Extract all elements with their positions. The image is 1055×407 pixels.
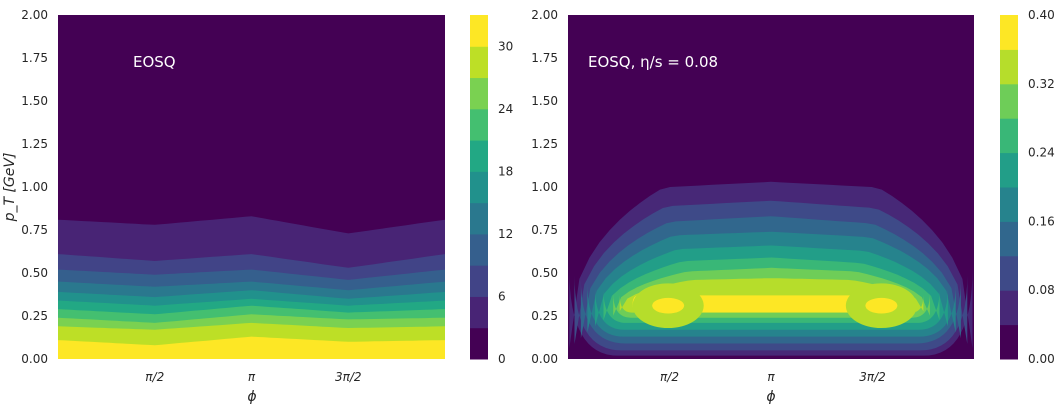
y-tick-label: 2.00: [531, 8, 558, 22]
y-tick-label: 1.50: [531, 94, 558, 108]
y-tick-label: 2.00: [21, 8, 48, 22]
colorbar-tick-label: 6: [498, 289, 506, 303]
colorbar-segment: [470, 296, 488, 329]
colorbar-segment: [470, 202, 488, 235]
colorbar-segment: [1000, 324, 1018, 360]
colorbar-tick-label: 0.00: [1028, 352, 1055, 366]
y-tick-label: 0.00: [21, 352, 48, 366]
colorbar-tick-label: 18: [498, 164, 513, 178]
colorbar-segment: [470, 171, 488, 204]
y-tick-label: 0.75: [531, 223, 558, 237]
p1-y-ticks: 0.00 0.25 0.50 0.75 1.00 1.25 1.50 1.75 2.00: [21, 8, 48, 366]
p2-xlabel: ϕ: [766, 389, 775, 405]
x-tick-label: π/2: [145, 370, 164, 384]
colorbar-segment: [470, 327, 488, 360]
y-tick-label: 1.25: [21, 137, 48, 151]
colorbar-segment: [470, 15, 488, 47]
colorbar-tick-label: 0.24: [1028, 146, 1055, 160]
y-tick-label: 1.00: [21, 180, 48, 194]
y-tick-label: 1.25: [531, 137, 558, 151]
x-tick-label: π: [767, 370, 775, 384]
y-tick-label: 0.50: [21, 266, 48, 280]
y-tick-label: 0.50: [531, 266, 558, 280]
p2-colorbar: [1000, 15, 1018, 360]
colorbar-tick-label: 0: [498, 352, 506, 366]
y-tick-label: 1.00: [531, 180, 558, 194]
p1-xlabel: ϕ: [247, 389, 256, 405]
x-tick-label: 3π/2: [859, 370, 886, 384]
p2-x-ticks: π/2 π 3π/2: [660, 370, 886, 384]
colorbar-segment: [1000, 49, 1018, 85]
colorbar-tick-label: 0.32: [1028, 77, 1055, 91]
colorbar-segment: [1000, 15, 1018, 50]
colorbar-segment: [470, 265, 488, 297]
colorbar-segment: [1000, 221, 1018, 257]
colorbar-segment: [470, 108, 488, 141]
contour-peak-2: [865, 297, 898, 314]
x-tick-label: π/2: [660, 370, 679, 384]
colorbar-segment: [470, 46, 488, 79]
colorbar-segment: [1000, 290, 1018, 326]
p2-annotation: EOSQ, η/s = 0.08: [588, 53, 718, 71]
p1-x-ticks: π/2 π 3π/2: [145, 370, 361, 384]
colorbar-tick-label: 0.08: [1028, 283, 1055, 297]
y-tick-label: 1.50: [21, 94, 48, 108]
x-tick-label: π: [248, 370, 256, 384]
p1-colorbar-ticks: 0 6 12 18 24 30: [498, 39, 513, 366]
y-tick-label: 1.75: [531, 51, 558, 65]
panel-2-eosq-eta-s: EOSQ, η/s = 0.08 0.00 0.25 0.50 0.75 1.00 1.2…: [531, 8, 1054, 405]
colorbar-segment: [1000, 255, 1018, 291]
colorbar-segment: [1000, 152, 1018, 188]
colorbar-segment: [1000, 118, 1018, 154]
colorbar-segment: [470, 233, 488, 266]
colorbar-segment: [470, 140, 488, 172]
y-tick-label: 0.25: [531, 309, 558, 323]
colorbar-tick-label: 12: [498, 227, 513, 241]
colorbar-tick-label: 24: [498, 102, 513, 116]
y-tick-label: 0.25: [21, 309, 48, 323]
x-tick-label: 3π/2: [335, 370, 362, 384]
colorbar-tick-label: 0.16: [1028, 214, 1055, 228]
colorbar-segment: [1000, 187, 1018, 222]
p1-colorbar: [470, 15, 488, 360]
panel-1-eosq: EOSQ 0.00 0.25 0.50 0.75 1.00 1.25 1.50 1.75 2.0…: [2, 8, 513, 405]
p2-contour-plot: [568, 15, 974, 359]
colorbar-tick-label: 30: [498, 39, 513, 53]
y-tick-label: 0.75: [21, 223, 48, 237]
p1-annotation: EOSQ: [133, 53, 176, 71]
colorbar-segment: [1000, 83, 1018, 119]
p1-ylabel: p_T [GeV]: [2, 153, 18, 223]
contour-band-10: [58, 336, 445, 359]
p2-y-ticks: 0.00 0.25 0.50 0.75 1.00 1.25 1.50 1.75 2.00: [531, 8, 558, 366]
y-tick-label: 1.75: [21, 51, 48, 65]
p2-colorbar-ticks: 0.00 0.08 0.16 0.24 0.32 0.40: [1028, 8, 1055, 366]
p1-contour-plot: [58, 15, 445, 359]
contour-peak-1: [652, 297, 685, 314]
colorbar-segment: [470, 77, 488, 110]
y-tick-label: 0.00: [531, 352, 558, 366]
colorbar-tick-label: 0.40: [1028, 8, 1055, 22]
